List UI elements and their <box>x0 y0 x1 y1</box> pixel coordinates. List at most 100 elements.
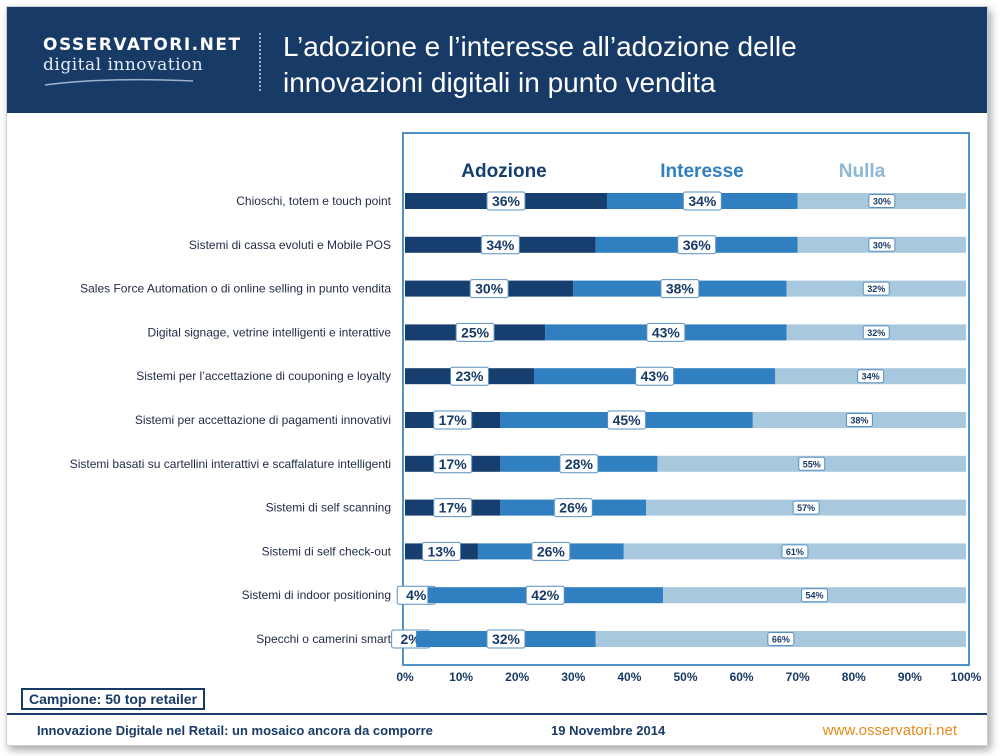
value-label-adozione: 13% <box>427 543 456 559</box>
footer-presentation-title: Innovazione Digitale nel Retail: un mosa… <box>37 723 433 738</box>
x-tick-label: 20% <box>505 670 529 684</box>
value-label-adozione: 17% <box>439 500 468 516</box>
category-label: Sistemi di cassa evoluti e Mobile POS <box>189 238 391 252</box>
value-label-nulla: 30% <box>873 240 891 250</box>
page-title: L’adozione e l’interesse all’adozione de… <box>283 29 963 101</box>
value-label-box-nulla <box>781 544 809 559</box>
category-label: Sistemi di self scanning <box>266 501 391 515</box>
title-line-1: L’adozione e l’interesse all’adozione de… <box>283 31 797 62</box>
value-label-adozione: 30% <box>475 281 504 297</box>
value-label-interesse: 43% <box>641 368 670 384</box>
slide: OSSERVATORI.NET digital innovation L’ado… <box>6 6 988 746</box>
value-label-box-adozione <box>486 191 526 211</box>
value-label-box-adozione <box>433 410 473 430</box>
x-tick-label: 50% <box>673 670 697 684</box>
value-label-interesse: 43% <box>652 324 681 340</box>
x-tick-label: 10% <box>449 670 473 684</box>
value-label-box-interesse <box>525 585 565 605</box>
value-label-box-nulla <box>862 325 890 340</box>
value-label-box-nulla <box>857 369 885 384</box>
legend-adozione: Adozione <box>461 161 547 182</box>
value-label-interesse: 38% <box>666 281 695 297</box>
stacked-bar-chart: Adozione Interesse Nulla Chioschi, totem e … <box>70 132 982 684</box>
chart-frame <box>402 132 970 666</box>
value-label-box-interesse <box>531 541 571 561</box>
value-label-interesse: 26% <box>559 500 588 516</box>
value-label-box-interesse <box>559 454 599 474</box>
value-label-box-nulla <box>868 237 896 252</box>
value-label-box-adozione <box>450 366 490 386</box>
category-label: Sistemi di self check-out <box>262 544 392 558</box>
value-label-box-interesse <box>660 279 700 299</box>
legend-interesse: Interesse <box>660 161 743 182</box>
chart-area: Adozione Interesse Nulla Chioschi, totem e … <box>7 113 987 713</box>
category-label: Sistemi basati su cartellini interattivi… <box>70 457 391 471</box>
sample-size-box: Campione: 50 top retailer <box>21 688 206 710</box>
category-label: Specchi o camerini smart <box>256 632 391 646</box>
value-label-adozione: 17% <box>439 412 468 428</box>
value-label-box-nulla <box>862 281 890 296</box>
category-label: Sales Force Automation o di online selli… <box>80 282 391 296</box>
value-label-box-nulla <box>767 632 795 646</box>
value-label-nulla: 54% <box>806 591 824 601</box>
value-label-box-adozione <box>480 235 520 255</box>
x-tick-label: 80% <box>842 670 866 684</box>
footer-website-link[interactable]: www.osservatori.net <box>822 722 957 739</box>
value-label-nulla: 57% <box>797 503 815 513</box>
x-tick-label: 100% <box>951 670 982 684</box>
value-label-nulla: 55% <box>803 459 821 469</box>
value-label-interesse: 28% <box>565 456 594 472</box>
footer-date: 19 Novembre 2014 <box>551 723 666 738</box>
value-label-box-interesse <box>677 235 717 255</box>
footer: Innovazione Digitale nel Retail: un mosa… <box>7 713 987 745</box>
value-label-box-interesse <box>486 629 526 649</box>
value-label-interesse: 36% <box>683 237 712 253</box>
value-label-box-adozione <box>455 322 495 342</box>
value-label-nulla: 30% <box>873 197 891 207</box>
header-divider <box>259 33 261 91</box>
value-label-box-adozione <box>421 541 461 561</box>
value-label-nulla: 38% <box>850 416 868 426</box>
value-label-box-adozione <box>469 279 509 299</box>
value-label-box-nulla <box>798 456 826 471</box>
value-label-box-nulla <box>792 500 820 515</box>
value-label-box-nulla <box>801 588 829 603</box>
value-label-interesse: 26% <box>537 543 566 559</box>
header-banner: OSSERVATORI.NET digital innovation L’ado… <box>7 7 987 113</box>
value-label-adozione: 17% <box>439 456 468 472</box>
value-label-nulla: 34% <box>862 372 880 382</box>
x-tick-label: 60% <box>730 670 754 684</box>
category-label: Sistemi di indoor positioning <box>242 588 391 602</box>
value-label-nulla: 32% <box>867 328 885 338</box>
value-label-box-interesse <box>682 191 722 211</box>
value-label-interesse: 42% <box>531 587 560 603</box>
logo-swoosh-icon <box>44 78 194 86</box>
value-label-box-interesse <box>646 322 686 342</box>
category-label: Sistemi per accettazione di pagamenti in… <box>135 413 391 427</box>
value-label-nulla: 66% <box>772 635 790 645</box>
value-label-box-adozione <box>433 454 473 474</box>
osservatori-logo: OSSERVATORI.NET digital innovation <box>43 35 242 86</box>
value-label-interesse: 45% <box>613 412 642 428</box>
x-tick-label: 30% <box>561 670 585 684</box>
logo-tagline: digital innovation <box>43 55 204 75</box>
value-label-box-nulla <box>868 194 896 208</box>
value-label-adozione: 4% <box>406 587 427 603</box>
value-label-box-nulla <box>845 413 873 427</box>
x-tick-label: 40% <box>617 670 641 684</box>
x-tick-label: 0% <box>396 670 414 684</box>
category-label: Chioschi, totem e touch point <box>236 194 391 208</box>
value-label-interesse: 34% <box>688 193 717 209</box>
value-label-interesse: 32% <box>492 631 521 647</box>
title-line-2: innovazioni digitali in punto vendita <box>283 67 716 98</box>
value-label-adozione: 23% <box>455 368 484 384</box>
value-label-nulla: 61% <box>786 547 804 557</box>
category-label: Digital signage, vetrine intelligenti e … <box>148 325 392 339</box>
category-label: Sistemi per l’accettazione di couponing … <box>136 369 391 383</box>
value-label-box-interesse <box>553 498 593 518</box>
value-label-adozione: 25% <box>461 324 490 340</box>
value-label-adozione: 34% <box>486 237 515 253</box>
x-tick-label: 90% <box>898 670 922 684</box>
value-label-adozione: 2% <box>400 631 421 647</box>
legend-nulla: Nulla <box>839 161 886 182</box>
